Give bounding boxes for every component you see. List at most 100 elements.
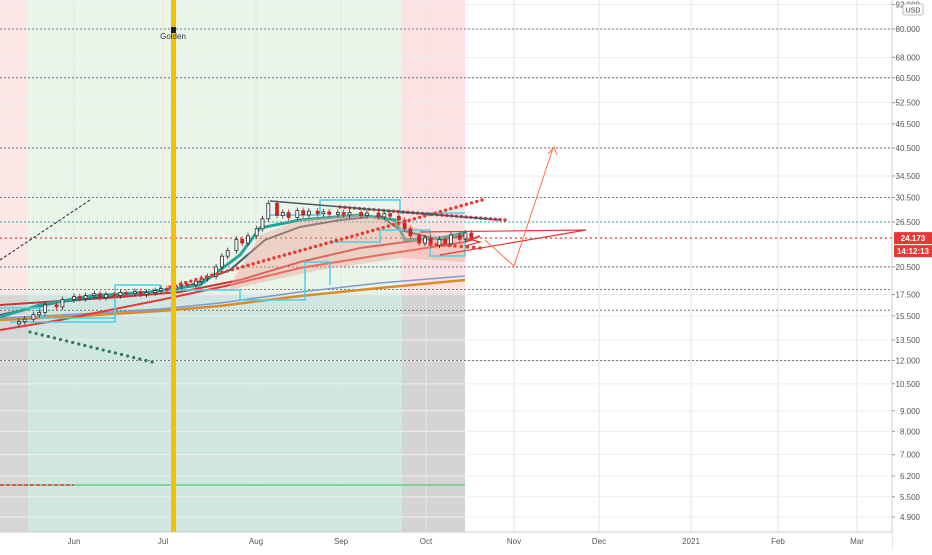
candle-body-65 — [469, 232, 474, 239]
dot-up-red-27 — [308, 246, 313, 250]
dot-up-red-10 — [220, 270, 224, 275]
price-tick-label-4: 52.500 — [896, 99, 921, 108]
candle-body-43 — [315, 210, 320, 215]
price-tick-label-15: 10.500 — [896, 380, 921, 389]
candle-body-29 — [219, 255, 224, 268]
dot-up-red-41 — [381, 225, 385, 230]
candle-body-31 — [234, 238, 239, 252]
dot-up-red-5 — [194, 278, 198, 282]
candle-body-33 — [246, 235, 250, 244]
price-axis-panel — [892, 0, 932, 550]
dot-desc-13 — [107, 349, 111, 354]
time-label-Mar: Mar — [850, 537, 864, 546]
candle-body-64 — [463, 232, 468, 240]
golden-vertical-line — [171, 0, 176, 532]
candle-body-2 — [31, 314, 36, 320]
dot-desc-9 — [83, 343, 87, 348]
dot-desc-2 — [40, 333, 44, 337]
dot-up-red-46 — [407, 218, 411, 222]
candle-body-63 — [457, 234, 462, 240]
dot-up-red-28 — [313, 244, 318, 249]
time-label-Sep: Sep — [334, 537, 349, 546]
dot-short-red-3 — [447, 243, 451, 248]
candle-body-6 — [60, 299, 65, 308]
price-tick-label-7: 34.500 — [896, 172, 921, 181]
price-tick-label-20: 5.500 — [900, 493, 921, 502]
candle-body-20 — [159, 288, 163, 292]
dot-up-red-17 — [256, 260, 261, 265]
candle-body-25 — [193, 280, 198, 286]
dot-up-red-39 — [371, 228, 375, 233]
dot-up-red-34 — [345, 236, 349, 240]
candle-body-60 — [437, 238, 442, 246]
candle-body-58 — [422, 237, 427, 244]
dot-desc-12 — [101, 348, 105, 352]
dot-desc-1 — [34, 331, 38, 336]
zone-gray-right — [402, 293, 465, 532]
time-label-Oct: Oct — [420, 537, 433, 546]
candle-body-13 — [112, 294, 117, 297]
candle-body-16 — [132, 291, 137, 294]
dot-desc-11 — [95, 346, 99, 351]
dot-up-red-26 — [303, 247, 307, 251]
candle-body-37 — [275, 202, 279, 216]
dot-up-red-35 — [350, 234, 354, 238]
dot-up-red-15 — [246, 263, 250, 267]
candle-body-54 — [396, 215, 401, 221]
price-tick-label-19: 6.200 — [900, 472, 921, 481]
golden-marker — [171, 27, 176, 33]
price-tick-label-17: 8.000 — [900, 427, 921, 436]
candle-body-57 — [417, 235, 422, 244]
dot-up-red-58 — [469, 201, 474, 205]
dot-desc-15 — [119, 352, 124, 357]
dot-up-red-30 — [324, 241, 328, 246]
currency-label: USD — [906, 8, 921, 15]
dot-down-red-34 — [503, 218, 507, 222]
price-tick-label-5: 46.500 — [896, 120, 921, 129]
currency-badge[interactable] — [902, 3, 924, 16]
dot-short-red-1 — [434, 242, 438, 247]
candle-body-30 — [225, 250, 230, 257]
candle-body-55 — [402, 219, 407, 230]
candle-body-47 — [341, 212, 346, 216]
dot-up-red-13 — [235, 266, 240, 270]
dot-short-red-4 — [453, 244, 457, 248]
dot-up-red-48 — [417, 215, 422, 220]
price-tick-label-9: 26.500 — [896, 218, 921, 227]
time-label-Jul: Jul — [158, 537, 168, 546]
projection-arrowhead-small — [464, 237, 483, 247]
candle-body-40 — [295, 210, 300, 218]
dot-short-red-2 — [440, 243, 445, 247]
candle-body-19 — [153, 290, 158, 293]
last-price-badge — [894, 232, 932, 245]
dot-up-red-24 — [293, 250, 297, 254]
price-tick-label-1: 80.000 — [896, 25, 921, 34]
dashed-uptrend — [0, 199, 91, 261]
dot-up-red-38 — [365, 230, 370, 234]
dot-desc-17 — [132, 355, 136, 360]
dot-up-red-59 — [475, 199, 479, 204]
dot-up-red-7 — [204, 275, 209, 279]
candle-body-28 — [214, 266, 219, 277]
candle-body-7 — [72, 296, 76, 301]
dot-up-red-60 — [480, 198, 484, 202]
candle-body-56 — [408, 228, 413, 237]
candle-body-1 — [22, 318, 27, 322]
golden-label: Golden — [160, 32, 186, 41]
dot-up-red-16 — [251, 262, 255, 266]
dot-up-red-6 — [199, 276, 203, 280]
last-price-label: 24.173 — [901, 234, 926, 243]
dot-up-red-55 — [454, 205, 458, 209]
zone-gray-left — [0, 293, 28, 532]
candle-body-62 — [449, 234, 453, 245]
dot-desc-3 — [46, 334, 50, 339]
candle-body-0 — [16, 321, 21, 325]
dot-up-red-22 — [282, 253, 287, 257]
dot-desc-14 — [113, 351, 117, 355]
candle-body-51 — [376, 212, 381, 218]
zone-teal-lower — [28, 293, 402, 532]
dot-up-red-42 — [386, 224, 391, 228]
candle-body-48 — [347, 212, 352, 216]
